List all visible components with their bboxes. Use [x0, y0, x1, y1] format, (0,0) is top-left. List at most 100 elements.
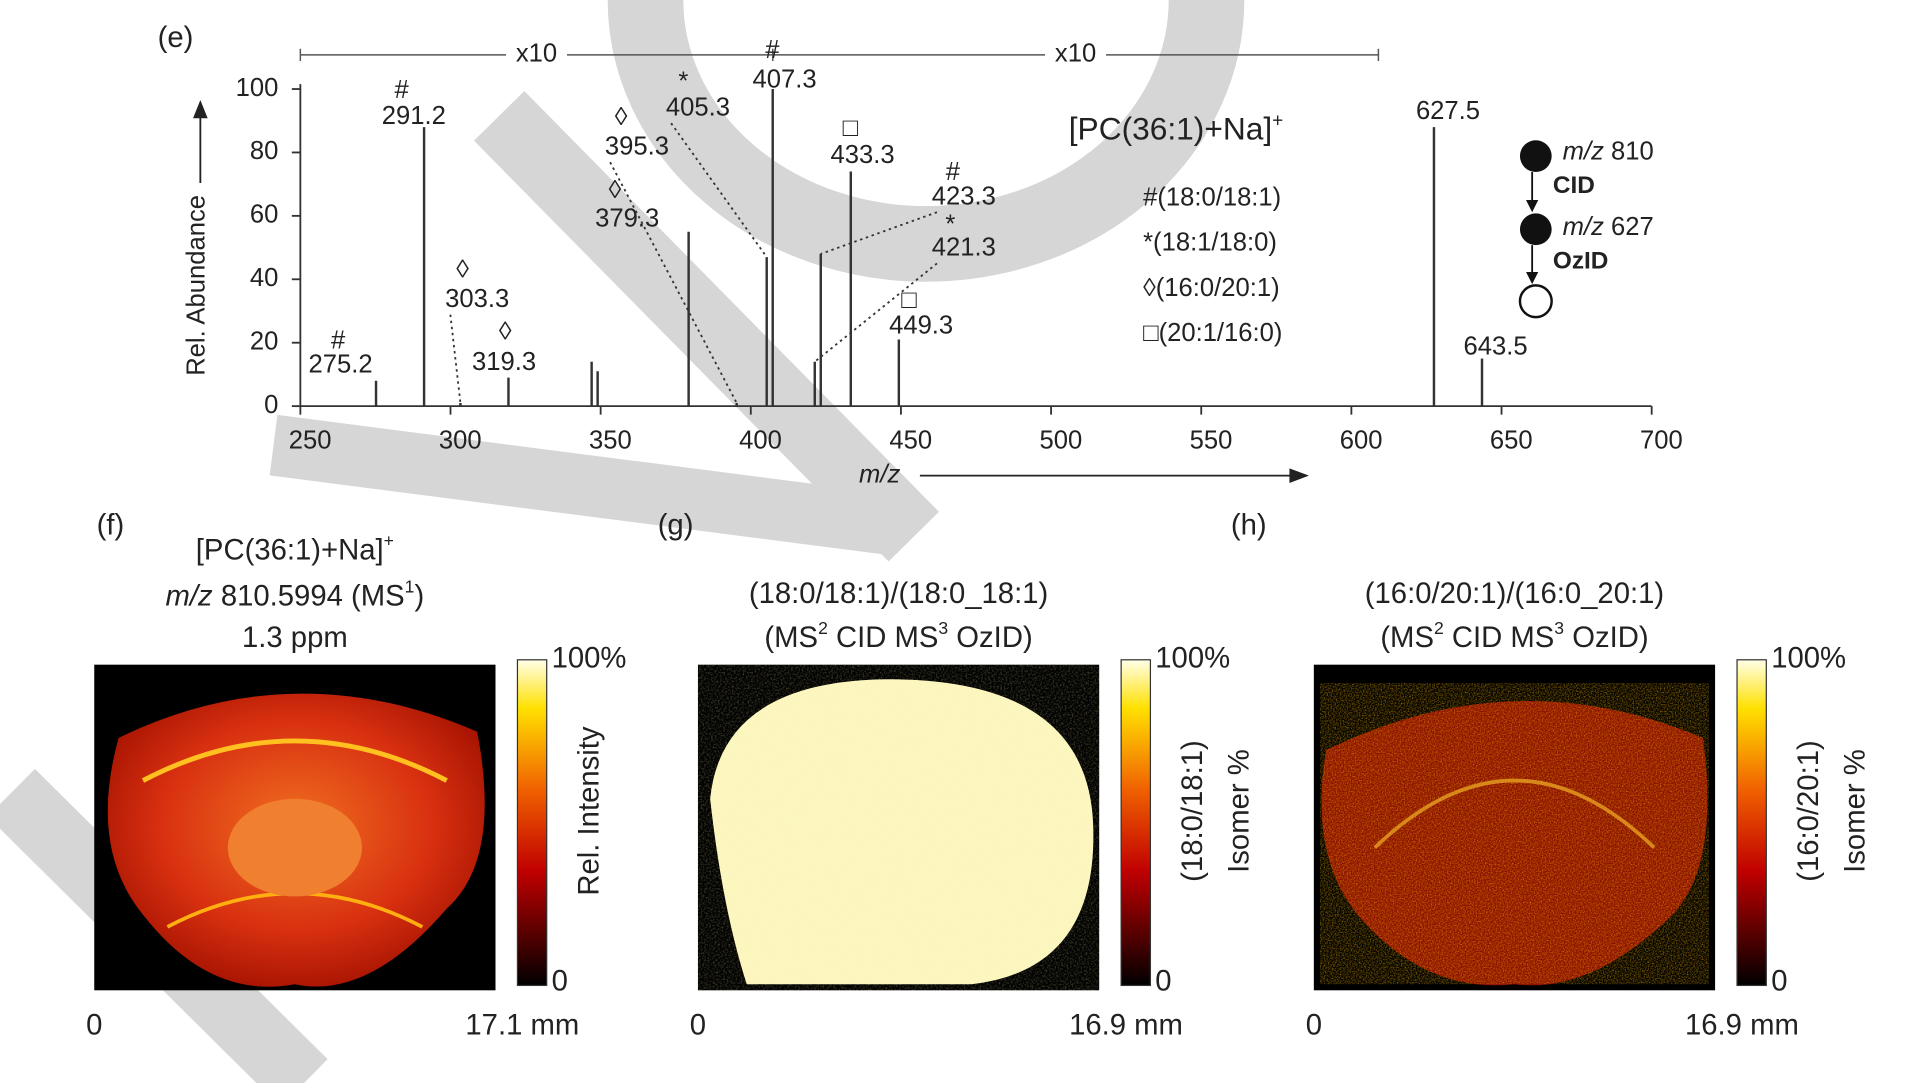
- peak-label: 405.3: [666, 93, 730, 121]
- text-segment: (MS: [1380, 622, 1434, 654]
- tissue-speckle: [1319, 682, 1709, 985]
- isomer-marker: ◊: [609, 176, 622, 204]
- peak-label: 303.3: [445, 285, 509, 313]
- peak-label: 433.3: [831, 141, 895, 169]
- panel-label: (h): [1231, 510, 1267, 542]
- x-tick-label: 400: [739, 426, 782, 454]
- colorbar-min: 0: [1771, 966, 1787, 998]
- text-segment: +: [384, 530, 394, 550]
- legend-entry: □(20:1/16:0): [1143, 319, 1282, 347]
- isomer-marker: #: [331, 326, 346, 354]
- text-segment: (16:0/20:1)/(16:0_20:1): [1365, 578, 1664, 610]
- peak-label: 291.2: [382, 102, 446, 130]
- x-tick-label: 650: [1490, 426, 1533, 454]
- text-segment: (MS: [764, 622, 818, 654]
- peak-label: 407.3: [752, 65, 816, 93]
- peak-leader: [449, 314, 462, 404]
- colorbar-max: 100%: [552, 643, 627, 675]
- panel-title: (MS2 CID MS3 OzID): [764, 618, 1032, 654]
- legend-entry: ◊(16:0/20:1): [1143, 274, 1280, 302]
- peak-label: 627.5: [1416, 97, 1480, 125]
- colorbar-max: 100%: [1771, 643, 1846, 675]
- text-segment: m/z: [1563, 213, 1604, 241]
- image-panels: (f) [PC(36:1)+Na]+ m/z 810.5994 (MS1) 1.3 p…: [86, 510, 1871, 1042]
- isomer-marker: #: [394, 76, 409, 104]
- colorbar: [1120, 659, 1152, 987]
- text-segment: m/z: [1563, 137, 1604, 165]
- scheme-ion: m/z 627: [1563, 213, 1654, 241]
- watermark-band: [473, 91, 940, 562]
- text-segment: OzID): [1564, 622, 1649, 654]
- panel-title: (MS2 CID MS3 OzID): [1380, 618, 1648, 654]
- colorbar-min: 0: [552, 966, 568, 998]
- scale-start: 0: [86, 1010, 102, 1042]
- text-segment: 3: [938, 618, 948, 638]
- scheme-arrowhead: [1526, 271, 1539, 285]
- scale-end: 16.9 mm: [1069, 1010, 1183, 1042]
- panel-title: m/z 810.5994 (MS1): [166, 576, 425, 612]
- text-segment: 2: [1434, 618, 1444, 638]
- peak-leader: [820, 211, 938, 255]
- text-segment: 810.5994 (MS: [213, 580, 405, 612]
- panel-label: (g): [658, 510, 694, 542]
- isomer-marker: □: [843, 114, 859, 142]
- peak-label: 275.2: [309, 351, 373, 379]
- scheme-ion: m/z 810: [1563, 137, 1654, 165]
- text-segment: 1: [405, 576, 415, 596]
- isomer-marker: □: [901, 286, 917, 314]
- peak-label: 395.3: [605, 132, 669, 160]
- isomer-marker: ◊: [456, 256, 469, 284]
- y-tick-label: 40: [250, 264, 279, 292]
- colorbar-label: (16:0/20:1): [1793, 740, 1825, 882]
- text-segment: 2: [818, 618, 828, 638]
- text-segment: [PC(36:1)+Na]: [1069, 111, 1272, 147]
- tissue-grain: [697, 664, 1100, 991]
- y-tick-label: 80: [250, 137, 279, 165]
- isomer-marker: *: [678, 68, 688, 96]
- x-tick-label: 450: [889, 426, 932, 454]
- peak-leader: [609, 161, 738, 404]
- peak-label: 643.5: [1464, 332, 1528, 360]
- tissue-feature: [141, 738, 448, 783]
- scale-end: 17.1 mm: [465, 1010, 579, 1042]
- precursor-ion: [1519, 140, 1552, 172]
- colorbar-label: Isomer %: [1839, 749, 1871, 873]
- peak-label: 421.3: [932, 234, 996, 262]
- text-segment: CID MS: [828, 622, 939, 654]
- y-tick-label: 100: [236, 74, 279, 102]
- text-segment: [PC(36:1)+Na]: [196, 534, 384, 566]
- colorbar-min: 0: [1155, 966, 1171, 998]
- watermark: [0, 0, 1245, 1083]
- peak-label: 423.3: [932, 182, 996, 210]
- watermark-band: [269, 414, 894, 555]
- y-axis-label: Rel. Abundance: [183, 195, 211, 376]
- text-segment: (18:0/18:1)/(18:0_18:1): [749, 578, 1048, 610]
- y-tick-label: 60: [250, 201, 279, 229]
- legend-entry: #(18:0/18:1): [1143, 184, 1281, 212]
- tissue-feature: [1373, 778, 1656, 849]
- panel-title: 1.3 ppm: [242, 622, 348, 654]
- text-segment: ): [414, 580, 424, 612]
- scheme-arrowhead: [1526, 200, 1539, 213]
- zoom-label-bg: [1045, 40, 1107, 70]
- x-tick-label: 350: [589, 426, 632, 454]
- colorbar: [516, 659, 548, 987]
- watermark-arc: [607, 0, 1245, 282]
- y-tick-label: 20: [250, 327, 279, 355]
- text-segment: m/z: [166, 580, 214, 612]
- x-tick-label: 500: [1039, 426, 1082, 454]
- colorbar-max: 100%: [1155, 643, 1230, 675]
- peak-label: 379.3: [595, 204, 659, 232]
- zoom-label: x10: [1055, 40, 1096, 68]
- x-tick-label: 250: [289, 426, 332, 454]
- y-axis-arrowhead: [193, 100, 208, 119]
- x-axis-label: m/z: [859, 460, 900, 488]
- peak-label: 319.3: [472, 348, 536, 376]
- scale-start: 0: [690, 1010, 706, 1042]
- tissue-feature: [227, 798, 362, 897]
- colorbar-label: Rel. Intensity: [573, 726, 605, 896]
- precursor-ion: [1519, 213, 1552, 246]
- panel-title: (18:0/18:1)/(18:0_18:1): [749, 578, 1048, 610]
- text-segment: 1.3 ppm: [242, 622, 348, 654]
